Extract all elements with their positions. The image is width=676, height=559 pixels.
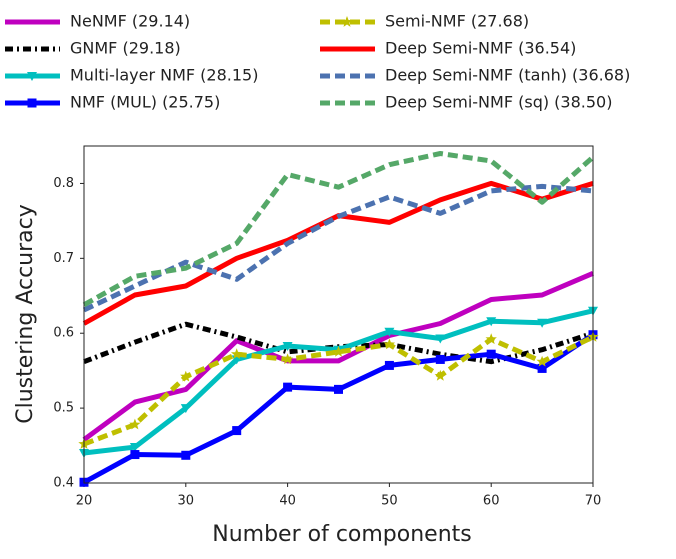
x-tick-label: 20 — [76, 494, 93, 509]
legend-label: NeNMF (29.14) — [70, 12, 190, 31]
marker — [232, 426, 242, 436]
y-axis-label: Clustering Accuracy — [13, 204, 38, 424]
y-tick-label: 0.5 — [53, 401, 74, 416]
marker — [231, 348, 243, 359]
series-line — [83, 308, 594, 456]
legend-label: Deep Semi-NMF (sq) (38.50) — [385, 93, 612, 112]
y-tick-label: 0.8 — [53, 176, 74, 191]
marker — [384, 360, 394, 370]
marker — [27, 72, 37, 81]
legend-label: Deep Semi-NMF (36.54) — [385, 39, 576, 58]
legend-label: Deep Semi-NMF (tanh) (36.68) — [385, 66, 630, 85]
series-line — [82, 271, 594, 442]
marker — [434, 369, 446, 381]
legend-label: NMF (MUL) (25.75) — [70, 93, 220, 112]
marker — [341, 16, 353, 27]
x-tick-label: 40 — [279, 494, 296, 509]
marker — [485, 333, 497, 345]
series-line — [83, 321, 594, 365]
marker — [536, 355, 548, 367]
marker — [334, 384, 343, 394]
series-line — [82, 151, 595, 307]
marker — [283, 382, 293, 392]
marker — [180, 404, 191, 414]
marker — [129, 443, 140, 453]
marker — [486, 317, 497, 327]
marker — [537, 363, 547, 373]
marker — [282, 341, 293, 351]
marker — [435, 334, 446, 344]
marker — [384, 327, 395, 337]
x-tick-label: 30 — [178, 494, 195, 509]
marker — [130, 450, 140, 460]
x-tick-label: 70 — [585, 494, 602, 509]
marker — [486, 349, 496, 359]
x-axis-label: Number of components — [212, 522, 472, 547]
legend-label: GNMF (29.18) — [70, 39, 181, 58]
marker — [181, 450, 191, 460]
marker — [537, 318, 548, 328]
y-tick-label: 0.6 — [53, 326, 74, 341]
marker — [383, 338, 396, 350]
marker — [281, 353, 294, 365]
marker — [129, 418, 141, 430]
legend-label: Semi-NMF (27.68) — [385, 12, 529, 31]
x-tick-label: 60 — [483, 494, 500, 509]
y-tick-label: 0.4 — [53, 476, 74, 491]
legend-label: Multi-layer NMF (28.15) — [70, 66, 258, 85]
x-tick-label: 50 — [381, 494, 398, 509]
plot-frame — [83, 145, 594, 484]
marker — [332, 345, 345, 357]
series-line — [82, 180, 594, 326]
marker — [180, 370, 192, 382]
marker — [27, 98, 37, 108]
marker — [435, 354, 445, 364]
y-tick-label: 0.7 — [53, 251, 74, 266]
